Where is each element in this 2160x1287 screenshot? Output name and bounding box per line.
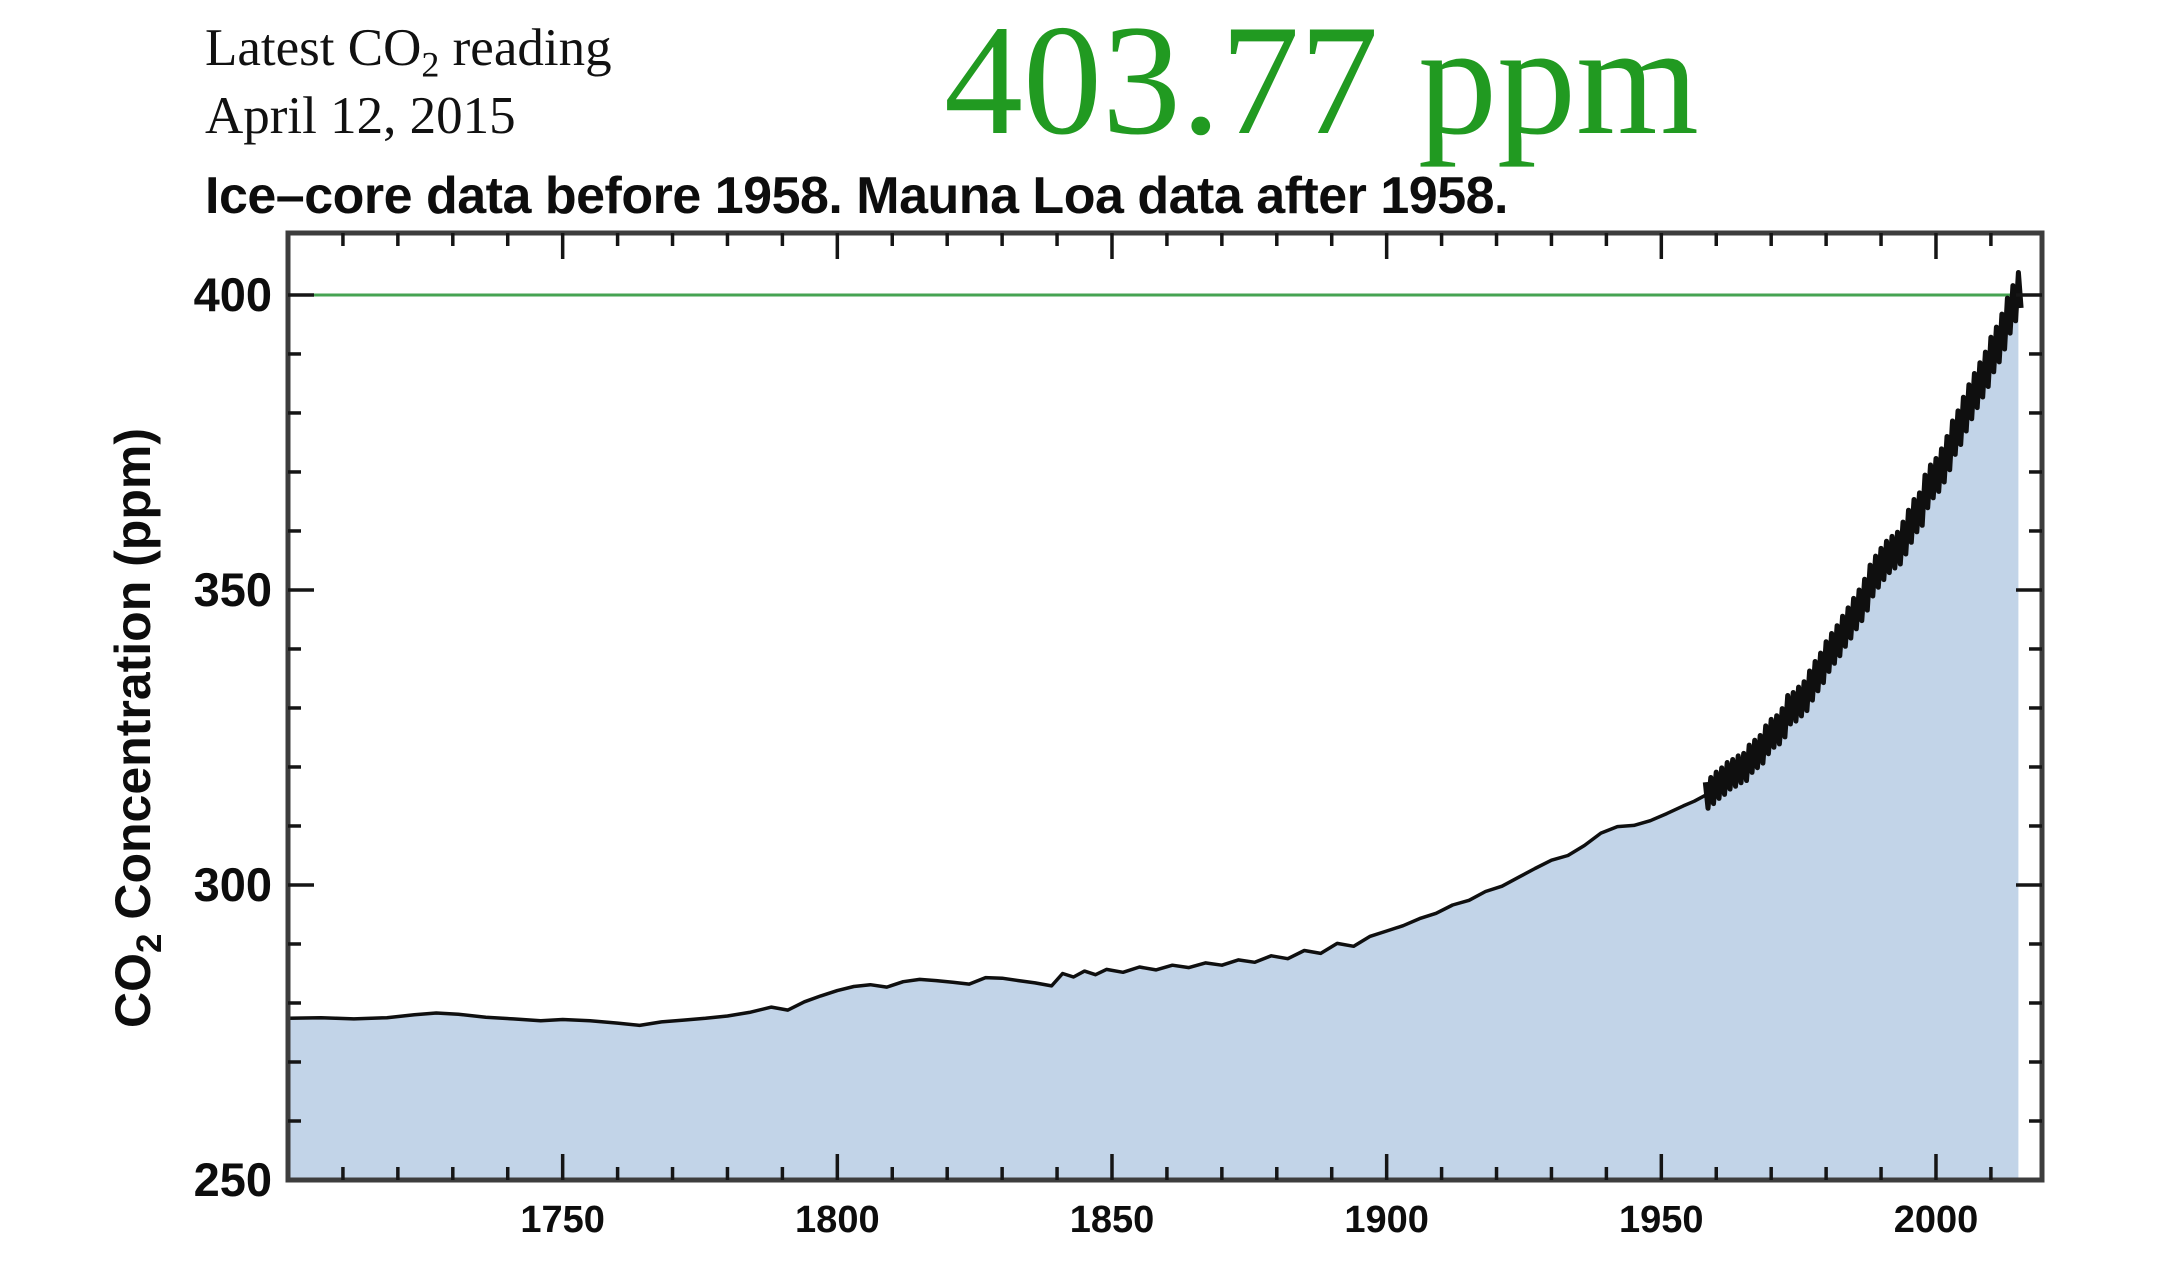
- reading-date: April 12, 2015: [205, 87, 516, 145]
- co2-subscript: 2: [421, 44, 440, 85]
- x-axis-tick-label: 2000: [1894, 1199, 1979, 1241]
- latest-reading-prefix: Latest CO: [205, 19, 422, 77]
- latest-reading-line: Latest CO2 reading: [205, 14, 612, 85]
- x-axis-tick-label: 1850: [1070, 1199, 1155, 1241]
- y-axis-tick-label: 400: [194, 268, 272, 321]
- co2-area-fill: [288, 290, 2019, 1180]
- latest-reading-value: 403.77 ppm: [944, 0, 1699, 168]
- y-axis-tick-label: 300: [194, 858, 272, 911]
- x-axis-tick-label: 1750: [520, 1199, 605, 1241]
- x-axis-tick-label: 1950: [1619, 1199, 1704, 1241]
- y-axis-tick-label: 350: [194, 563, 272, 616]
- data-source-note: Ice–core data before 1958. Mauna Loa dat…: [205, 167, 1508, 225]
- x-axis-tick-label: 1800: [795, 1199, 880, 1241]
- ice-core-series-line: [287, 793, 1707, 1028]
- mauna-loa-series-band: [1702, 270, 2024, 811]
- latest-reading-label: Latest CO2 reading April 12, 2015: [205, 14, 612, 150]
- y-axis-tick-label: 250: [194, 1153, 272, 1206]
- latest-reading-suffix: reading: [439, 19, 612, 77]
- x-axis-tick-label: 1900: [1344, 1199, 1429, 1241]
